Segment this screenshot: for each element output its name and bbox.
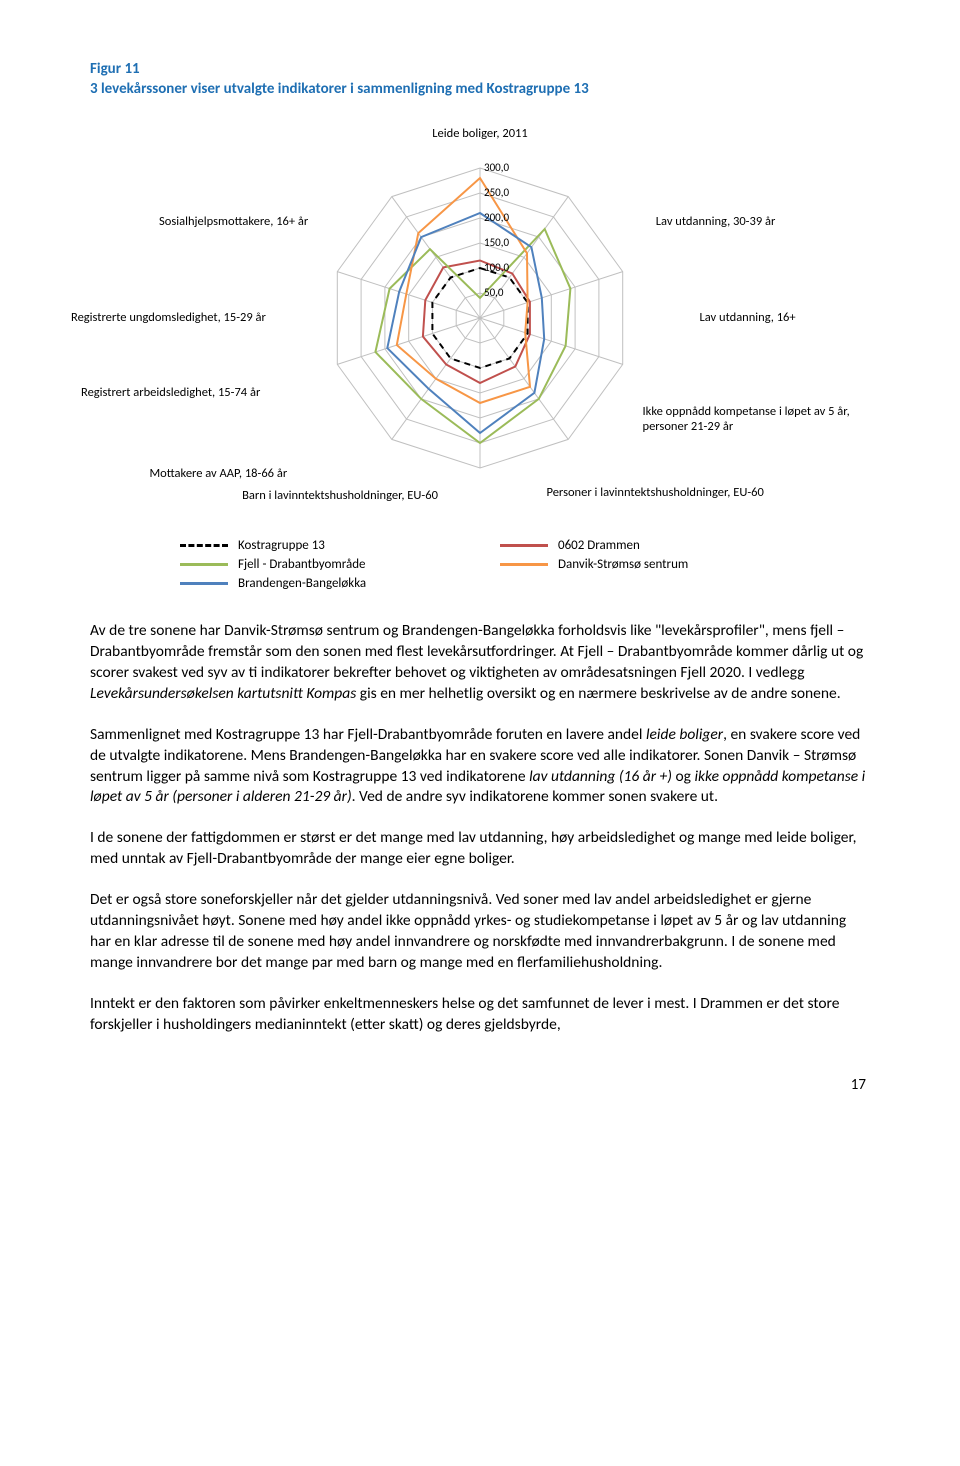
text: gis en mer helhetlig oversikt og en nærm… (356, 684, 840, 703)
legend-swatch (500, 563, 548, 566)
radar-scale-tick: 300,0 (484, 161, 509, 174)
legend-item: Danvik-Strømsø sentrum (500, 557, 760, 572)
radar-axis-label: Sosialhjelpsmottakere, 16+ år (159, 214, 349, 229)
text: Sammenlignet med Kostragruppe 13 har Fje… (90, 725, 646, 744)
radar-axis-label: Leide boliger, 2011 (410, 126, 550, 141)
radar-scale-tick: 150,0 (484, 236, 509, 249)
radar-axis-label: Personer i lavinntektshusholdninger, EU-… (547, 485, 777, 500)
radar-axis-label: Barn i lavinntektshusholdninger, EU-60 (200, 488, 480, 503)
text: og (672, 767, 694, 786)
radar-axis-label: Ikke oppnådd kompetanse i løpet av 5 år,… (643, 404, 853, 434)
text-italic: Levekårsundersøkelsen kartutsnitt Kompas (90, 684, 356, 703)
text: . Ved de andre syv indikatorene kommer s… (352, 787, 718, 806)
figure-title: 3 levekårssoner viser utvalgte indikator… (90, 80, 870, 98)
text: Av de tre sonene har Danvik-Strømsø sent… (90, 621, 863, 682)
legend-swatch (500, 544, 548, 547)
body-paragraph-5: Inntekt er den faktoren som påvirker enk… (90, 994, 870, 1036)
legend-label: Fjell - Drabantbyområde (238, 557, 366, 572)
page-number: 17 (90, 1076, 870, 1094)
radar-chart: Leide boliger, 2011 Lav utdanning, 30-39 … (90, 118, 870, 518)
radar-scale-tick: 100,0 (484, 261, 509, 274)
legend-label: 0602 Drammen (558, 538, 640, 553)
radar-axis-label: Mottakere av AAP, 18-66 år (150, 466, 330, 481)
text-italic: lav utdanning (16 år +) (529, 767, 672, 786)
body-paragraph-4: Det er også store soneforskjeller når de… (90, 890, 870, 974)
radar-scale-tick: 250,0 (484, 186, 509, 199)
legend-label: Kostragruppe 13 (238, 538, 325, 553)
body-paragraph-2: Sammenlignet med Kostragruppe 13 har Fje… (90, 725, 870, 809)
body-paragraph-1: Av de tre sonene har Danvik-Strømsø sent… (90, 621, 870, 705)
legend-item: 0602 Drammen (500, 538, 760, 553)
radar-axis-label: Registrerte ungdomsledighet, 15-29 år (71, 310, 291, 325)
legend-label: Danvik-Strømsø sentrum (558, 557, 688, 572)
radar-scale-tick: 50,0 (484, 286, 503, 299)
radar-axis-label: Lav utdanning, 16+ (700, 310, 840, 325)
radar-scale-tick: 200,0 (484, 211, 509, 224)
figure-label: Figur 11 (90, 60, 870, 78)
radar-axis-label: Lav utdanning, 30-39 år (656, 214, 816, 229)
chart-legend: Kostragruppe 13 0602 Drammen Fjell - Dra… (180, 538, 780, 591)
legend-swatch (180, 544, 228, 547)
legend-item: Fjell - Drabantbyområde (180, 557, 440, 572)
body-paragraph-3: I de sonene der fattigdommen er størst e… (90, 828, 870, 870)
legend-swatch (180, 563, 228, 566)
legend-label: Brandengen-Bangeløkka (238, 576, 366, 591)
radar-svg (300, 138, 660, 498)
text-italic: leide boliger (646, 725, 723, 744)
radar-axis-label: Registrert arbeidsledighet, 15-74 år (81, 385, 291, 400)
legend-item: Kostragruppe 13 (180, 538, 440, 553)
legend-swatch (180, 582, 228, 585)
legend-item: Brandengen-Bangeløkka (180, 576, 440, 591)
